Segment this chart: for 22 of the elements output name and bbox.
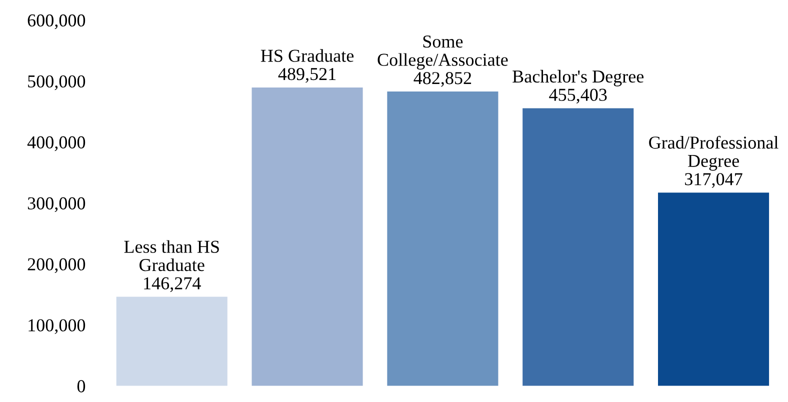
- bar: [252, 87, 363, 386]
- y-tick-label: 500,000: [28, 75, 86, 90]
- bar: [522, 108, 634, 386]
- x-tick-label: Less than HS Graduate: [124, 240, 219, 272]
- x-tick-label: Some College/Associate: [378, 36, 508, 70]
- x-tick-label: Grad/Professional Degree: [649, 136, 778, 171]
- y-tick-label: 300,000: [28, 197, 86, 212]
- x-tick-label: Bachelor's Degree: [512, 70, 644, 86]
- data-label: 146,274: [144, 277, 201, 292]
- data-label: 317,047: [685, 173, 742, 188]
- x-tick-label: HS Graduate: [260, 49, 354, 62]
- y-tick-label: 200,000: [28, 258, 86, 274]
- y-tick-label: 100,000: [28, 319, 86, 334]
- bar: [658, 192, 770, 386]
- y-tick-label: 400,000: [27, 136, 86, 152]
- bar: [387, 92, 498, 386]
- data-label: 482,852: [414, 72, 472, 87]
- y-tick-label: 0: [77, 380, 86, 392]
- data-label: 489,521: [278, 68, 336, 83]
- bar: [116, 296, 228, 386]
- y-tick-label: 600,000: [28, 14, 86, 30]
- data-label: 455,403: [549, 88, 607, 104]
